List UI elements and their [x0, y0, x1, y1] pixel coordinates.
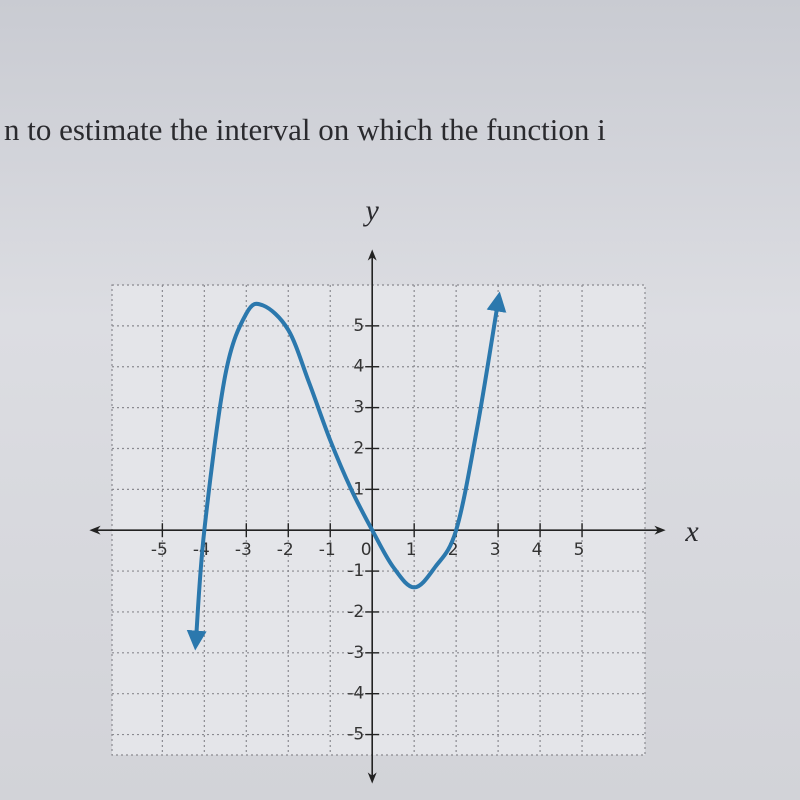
x-tick-label: -2 — [277, 540, 294, 560]
y-axis-label: y — [363, 194, 380, 227]
y-tick-label: 5 — [353, 316, 364, 336]
y-tick-label: 2 — [353, 438, 364, 458]
y-tick-label: -1 — [347, 561, 364, 581]
y-tick-label: -2 — [347, 602, 364, 622]
x-tick-label: 4 — [532, 540, 543, 560]
x-tick-label: -3 — [235, 540, 252, 560]
y-tick-label: 3 — [353, 398, 364, 418]
function-curve — [186, 291, 507, 651]
x-tick-label: 3 — [490, 540, 501, 560]
x-axis-label: x — [684, 515, 699, 548]
y-tick-label: -4 — [347, 684, 364, 704]
grid-frame — [111, 284, 646, 756]
question-text: n to estimate the interval on which the … — [4, 112, 606, 147]
x-tick-label: 1 — [406, 540, 417, 560]
x-tick-label: -1 — [319, 540, 336, 560]
x-tick-label: 5 — [574, 540, 585, 560]
y-tick-label: -3 — [347, 643, 364, 663]
y-tick-label: 4 — [353, 357, 364, 377]
y-tick-label: -5 — [347, 725, 364, 745]
x-tick-label: 0 — [361, 540, 372, 560]
x-tick-label: -5 — [151, 540, 168, 560]
